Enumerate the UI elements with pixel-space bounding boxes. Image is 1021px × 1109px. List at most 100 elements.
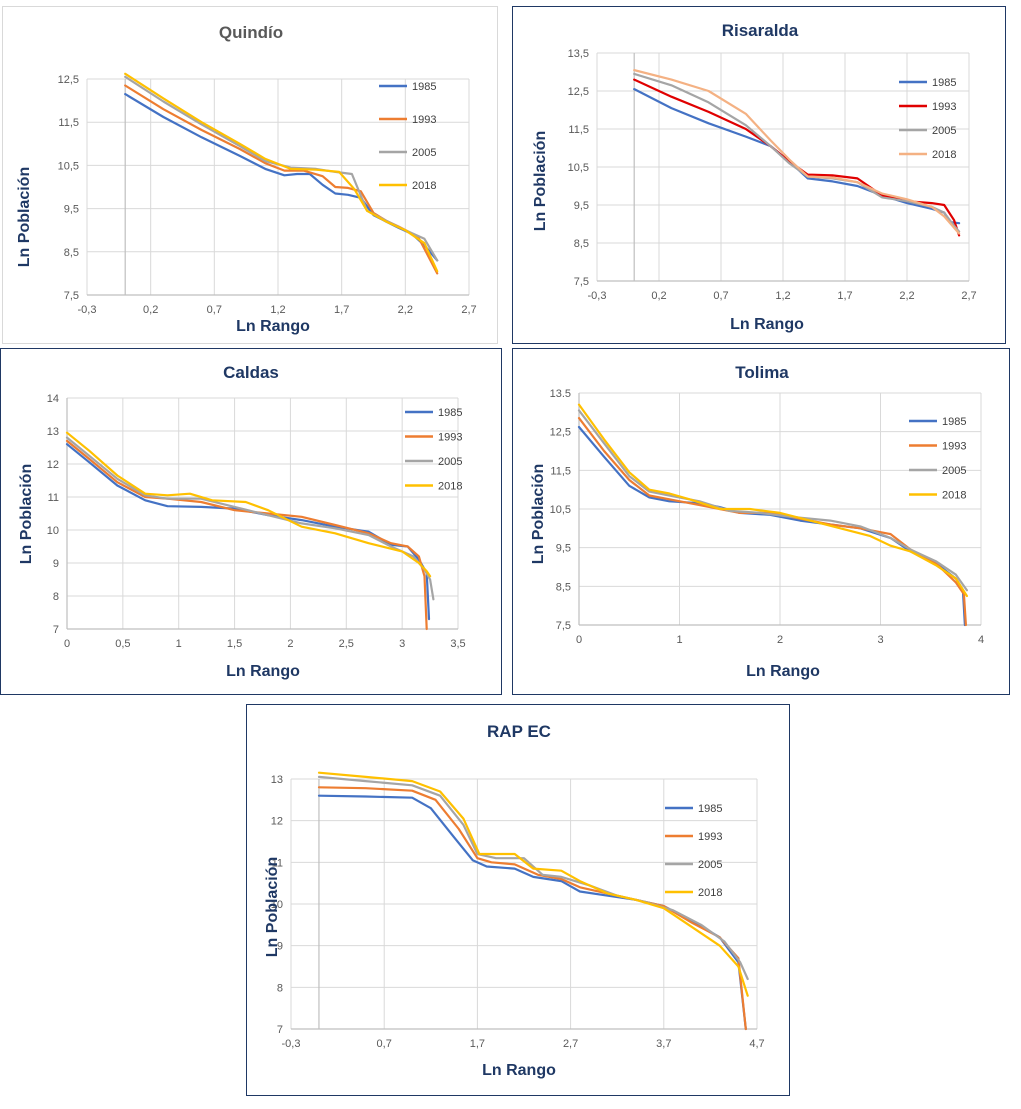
y-tick-label: 9,5 — [64, 204, 79, 216]
x-axis-title: Ln Rango — [482, 1062, 556, 1079]
chart-risaralda: 7,5 8,5 9,5 10,5 11,5 12,5 13,5 -0,3 0,2 0,7 1,2 1,… — [532, 21, 977, 333]
chart-title: RAP EC — [487, 722, 551, 741]
y-tick-label: 12,5 — [550, 427, 571, 439]
y-tick-label: 7 — [277, 1024, 283, 1036]
y-tick-label: 11 — [272, 857, 283, 869]
x-tick-label: 4 — [978, 634, 984, 646]
panel-tolima: 7,5 8,5 9,5 10,5 11,5 12,5 13.5 0 1 2 3 4 Tolima Ln R… — [512, 348, 1010, 695]
y-tick-label: 10,5 — [568, 162, 589, 174]
y-tick-label: 10,5 — [58, 160, 79, 172]
y-tick-label: 10,5 — [550, 504, 571, 516]
panel-quindio: 7,5 8,5 9,5 10,5 11,5 12,5 -0,3 0,2 0,7 1,2 1,7 2,2… — [2, 6, 498, 344]
y-tick-label: 11,5 — [550, 465, 571, 477]
series-line-1993 — [633, 78, 961, 237]
x-tick-label: -0,3 — [282, 1038, 301, 1050]
legend-label-2018: 2018 — [932, 149, 956, 161]
y-tick-label: 14 — [47, 393, 59, 405]
x-tick-label: 2,2 — [899, 290, 914, 302]
y-tick-label: 8 — [277, 982, 283, 994]
x-tick-label: 3 — [399, 638, 405, 650]
y-tick-label: 8,5 — [556, 581, 571, 593]
y-tick-label: 10 — [47, 525, 59, 537]
panel-risaralda: 7,5 8,5 9,5 10,5 11,5 12,5 13,5 -0,3 0,2 0,7 1,2 1,… — [512, 6, 1006, 344]
y-tick-label: 7,5 — [574, 276, 589, 288]
y-tick-label: 13 — [47, 426, 59, 438]
x-tick-label: 0,7 — [377, 1038, 392, 1050]
chart-caldas: 7 8 9 10 11 12 13 14 0 0,5 1 1,5 2 2,5 3 3,5 Caldas Ln Ra… — [18, 363, 466, 680]
legend-label-2005: 2005 — [942, 465, 966, 477]
x-axis-title: Ln Rango — [746, 663, 820, 680]
series-line-1993 — [577, 417, 967, 627]
y-tick-label: 12,5 — [58, 74, 79, 86]
chart-title: Risaralda — [722, 21, 799, 40]
chart-rap-ec: 7 8 9 10 11 12 13 -0,3 0,7 1,7 2,7 3,7 4,7 RAP EC Ln R… — [264, 722, 765, 1079]
x-axis-title: Ln Rango — [226, 663, 300, 680]
y-tick-label: 9,5 — [574, 200, 589, 212]
series-line-2005 — [577, 409, 968, 592]
series-line-2018 — [633, 69, 961, 235]
series-line-1993 — [317, 786, 747, 1031]
x-tick-label: -0,3 — [588, 290, 607, 302]
y-tick-label: 7,5 — [556, 620, 571, 632]
x-axis-title: Ln Rango — [730, 316, 804, 333]
y-tick-label: 7,5 — [64, 290, 79, 302]
x-tick-label: 0,2 — [143, 304, 158, 316]
x-tick-label: 1,5 — [227, 638, 242, 650]
legend-label-1993: 1993 — [412, 114, 436, 126]
legend-label-2005: 2005 — [438, 456, 462, 468]
x-tick-label: 3,5 — [450, 638, 465, 650]
legend-label-1993: 1993 — [942, 441, 966, 453]
y-tick-label: 11,5 — [58, 117, 79, 129]
series-line-1985 — [65, 443, 431, 621]
y-tick-label: 11 — [48, 492, 59, 504]
y-tick-label: 11,5 — [568, 124, 589, 136]
series-line-2018 — [124, 72, 439, 273]
series-line-1993 — [65, 439, 428, 631]
y-tick-label: 9 — [277, 941, 283, 953]
series-line-2005 — [317, 775, 749, 981]
legend-label-2005: 2005 — [412, 147, 436, 159]
series-line-2018 — [317, 771, 749, 997]
y-tick-label: 12 — [47, 459, 59, 471]
x-tick-label: 1,7 — [837, 290, 852, 302]
chart-title: Tolima — [735, 363, 789, 382]
x-tick-label: 0 — [576, 634, 582, 646]
y-tick-label: 12,5 — [568, 86, 589, 98]
series-line-1993 — [124, 84, 439, 275]
y-tick-label: 13,5 — [568, 48, 589, 60]
x-tick-label: 0,7 — [207, 304, 222, 316]
legend-label-1985: 1985 — [932, 77, 956, 89]
x-tick-label: 1,2 — [270, 304, 285, 316]
series-line-1985 — [317, 794, 747, 1031]
legend-label-1985: 1985 — [438, 407, 462, 419]
x-tick-label: 2 — [287, 638, 293, 650]
series-line-1985 — [577, 425, 966, 627]
y-axis-title: Ln Población — [264, 857, 281, 957]
x-tick-label: 2,2 — [398, 304, 413, 316]
x-tick-label: 2,5 — [339, 638, 354, 650]
x-tick-label: 3,7 — [656, 1038, 671, 1050]
y-tick-label: 7 — [53, 624, 59, 636]
y-tick-label: 8,5 — [574, 238, 589, 250]
y-tick-label: 10 — [271, 899, 283, 911]
y-axis-title: Ln Población — [532, 131, 549, 231]
x-tick-label: 0,5 — [115, 638, 130, 650]
chart-title: Caldas — [223, 363, 279, 382]
x-tick-label: 4,7 — [749, 1038, 764, 1050]
y-tick-label: 13 — [271, 774, 283, 786]
x-tick-label: 3 — [877, 634, 883, 646]
y-axis-title: Ln Población — [18, 464, 35, 564]
series-line-2018 — [577, 403, 968, 598]
legend-label-1985: 1985 — [412, 81, 436, 93]
x-tick-label: 1 — [676, 634, 682, 646]
x-tick-label: 2,7 — [563, 1038, 578, 1050]
y-tick-label: 9,5 — [556, 543, 571, 555]
legend-label-1985: 1985 — [698, 803, 722, 815]
x-tick-label: 1,7 — [470, 1038, 485, 1050]
y-tick-label: 9 — [53, 558, 59, 570]
x-tick-label: 0,2 — [651, 290, 666, 302]
x-tick-label: -0,3 — [78, 304, 97, 316]
x-tick-label: 1,7 — [334, 304, 349, 316]
legend-label-2018: 2018 — [412, 180, 436, 192]
x-tick-label: 1,2 — [775, 290, 790, 302]
